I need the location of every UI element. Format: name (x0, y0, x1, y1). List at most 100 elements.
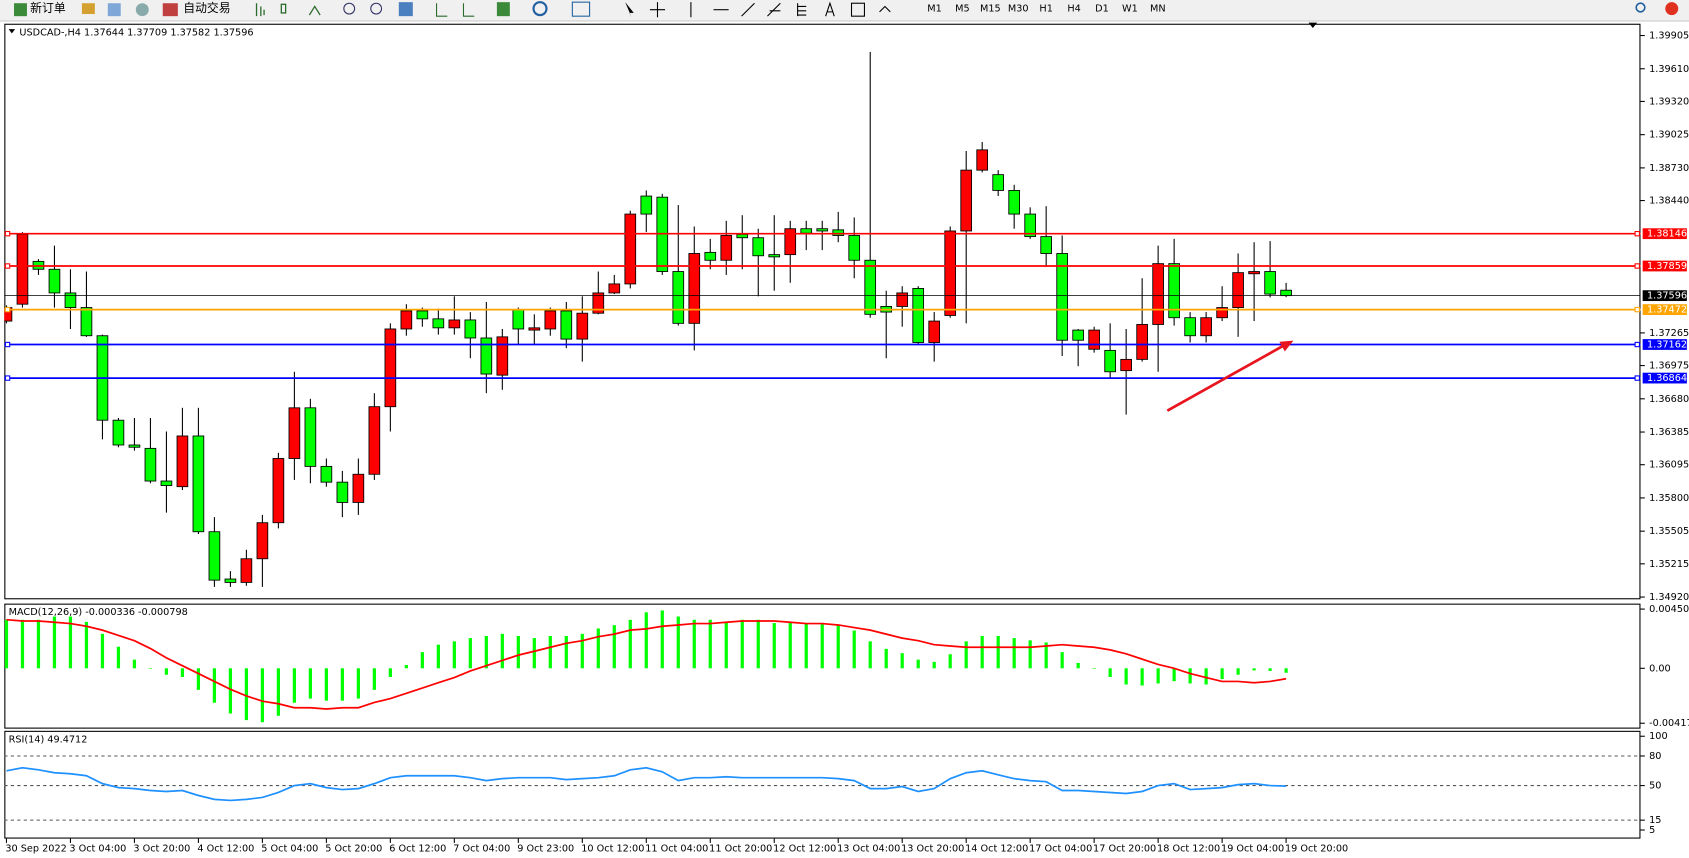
tool-icon[interactable] (81, 3, 95, 15)
macd-bar (436, 644, 440, 669)
macd-bar (244, 668, 249, 721)
timeframe-button[interactable]: M15 (980, 4, 1001, 15)
timeframe-button[interactable]: W1 (1122, 4, 1138, 15)
macd-bar (868, 641, 872, 669)
templates-icon[interactable] (571, 1, 591, 17)
bar-chart-icon[interactable] (255, 3, 265, 17)
timeframe-button[interactable]: M5 (955, 4, 970, 15)
macd-bar (1268, 668, 1272, 671)
macd-bar (116, 646, 121, 669)
zoom-out-icon[interactable] (370, 2, 383, 15)
candle-body (432, 318, 445, 329)
candle-body (240, 558, 253, 583)
x-tick-label: 19 Oct 20:00 (1285, 843, 1348, 854)
candle-body (160, 480, 173, 486)
line-icon[interactable] (308, 5, 321, 16)
candle-body (496, 336, 509, 376)
candle-body (784, 228, 797, 256)
level-handle (4, 230, 11, 237)
shift-icon[interactable] (435, 3, 448, 17)
candle-body (1216, 307, 1228, 319)
x-tick-label: 30 Sep 2022 (5, 843, 66, 854)
candle-body (1024, 213, 1036, 238)
auto-trade-icon[interactable] (162, 3, 178, 17)
tool-icon[interactable] (135, 3, 149, 17)
x-tick-label: 11 Oct 04:00 (645, 843, 708, 854)
macd-bar (820, 623, 824, 669)
timeframe-button[interactable]: H1 (1039, 4, 1052, 15)
x-tick-label: 18 Oct 12:00 (1157, 843, 1220, 854)
macd-bar (1124, 668, 1128, 685)
y-tick-label: 80 (1649, 751, 1661, 762)
y-tick-label: 0.00 (1649, 663, 1671, 674)
fibo-icon[interactable] (797, 3, 807, 17)
text-icon[interactable] (825, 1, 835, 17)
macd-bar (804, 623, 808, 669)
new-order-icon[interactable] (14, 3, 27, 17)
panel-title: RSI(14) 49.4712 (9, 734, 88, 745)
candle-body (256, 522, 269, 560)
candle-body (176, 435, 189, 488)
timeframe-button[interactable]: D1 (1095, 4, 1109, 15)
x-tick-label: 9 Oct 23:00 (517, 843, 574, 854)
macd-bar (1060, 652, 1064, 669)
candle-body (832, 229, 845, 236)
x-tick-label: 7 Oct 04:00 (453, 843, 510, 854)
macd-bar (692, 619, 696, 669)
auto-trade-button[interactable]: 自动交易 (183, 1, 230, 15)
macd-bar (740, 619, 744, 669)
new-order-button[interactable]: 新订单 (30, 1, 66, 15)
symbol-menu-icon[interactable] (8, 29, 16, 34)
arrows-icon[interactable] (879, 5, 891, 13)
candle-body (752, 237, 765, 257)
candle-body (1248, 271, 1260, 275)
trendline-icon[interactable] (741, 2, 755, 17)
label-icon[interactable] (850, 2, 865, 17)
zoom-in-icon[interactable] (343, 2, 356, 15)
candle-icon[interactable] (280, 3, 287, 14)
periods-icon[interactable] (532, 1, 548, 17)
level-label: 1.37162 (1647, 340, 1687, 351)
y-tick-label: 1.38440 (1649, 196, 1689, 207)
timeframe-button[interactable]: MN (1150, 4, 1166, 15)
cursor-icon[interactable] (625, 2, 634, 18)
macd-bar (372, 668, 376, 690)
candle-body (512, 309, 525, 330)
y-tick-label: 50 (1649, 781, 1661, 792)
timeframe-button[interactable]: M1 (927, 4, 942, 15)
candle-body (736, 233, 749, 239)
x-tick-label: 3 Oct 04:00 (69, 843, 126, 854)
candle-body (976, 149, 989, 171)
macd-bar (900, 653, 904, 669)
candle-body (1152, 263, 1164, 325)
candle-body (960, 169, 973, 232)
candle-body (864, 259, 877, 315)
notification-icon[interactable] (1665, 2, 1679, 16)
autoscroll-icon[interactable] (462, 3, 475, 17)
macd-bar (500, 633, 504, 669)
candle-body (1136, 324, 1148, 360)
crosshair-icon[interactable] (649, 2, 666, 18)
x-tick-label: 3 Oct 20:00 (133, 843, 190, 854)
macd-bar (84, 621, 89, 669)
candle-body (1040, 236, 1052, 254)
macd-bar (404, 665, 408, 669)
candle-body (208, 531, 221, 581)
indicators-icon[interactable] (496, 2, 510, 17)
macd-bar (1284, 668, 1288, 673)
search-icon[interactable] (1635, 2, 1646, 13)
tool-icon[interactable] (107, 3, 121, 17)
tile-icon[interactable] (398, 2, 413, 17)
macd-bar (1076, 662, 1080, 669)
timeframe-button[interactable]: H4 (1067, 4, 1080, 15)
toolbar: 新订单 自动交易 M1 M5 M15 M30 H1 H4 D1 W1 MN (0, 0, 1689, 22)
y-tick-label: 1.39025 (1649, 130, 1689, 141)
candle-body (1168, 263, 1180, 319)
candle-body (1184, 317, 1196, 337)
macd-bar (964, 641, 968, 669)
y-tick-label: 1.36680 (1649, 394, 1689, 405)
channel-icon[interactable] (767, 2, 781, 17)
timeframe-button[interactable]: M30 (1008, 4, 1029, 15)
candle-body (608, 283, 621, 294)
candle-body (1280, 289, 1292, 297)
